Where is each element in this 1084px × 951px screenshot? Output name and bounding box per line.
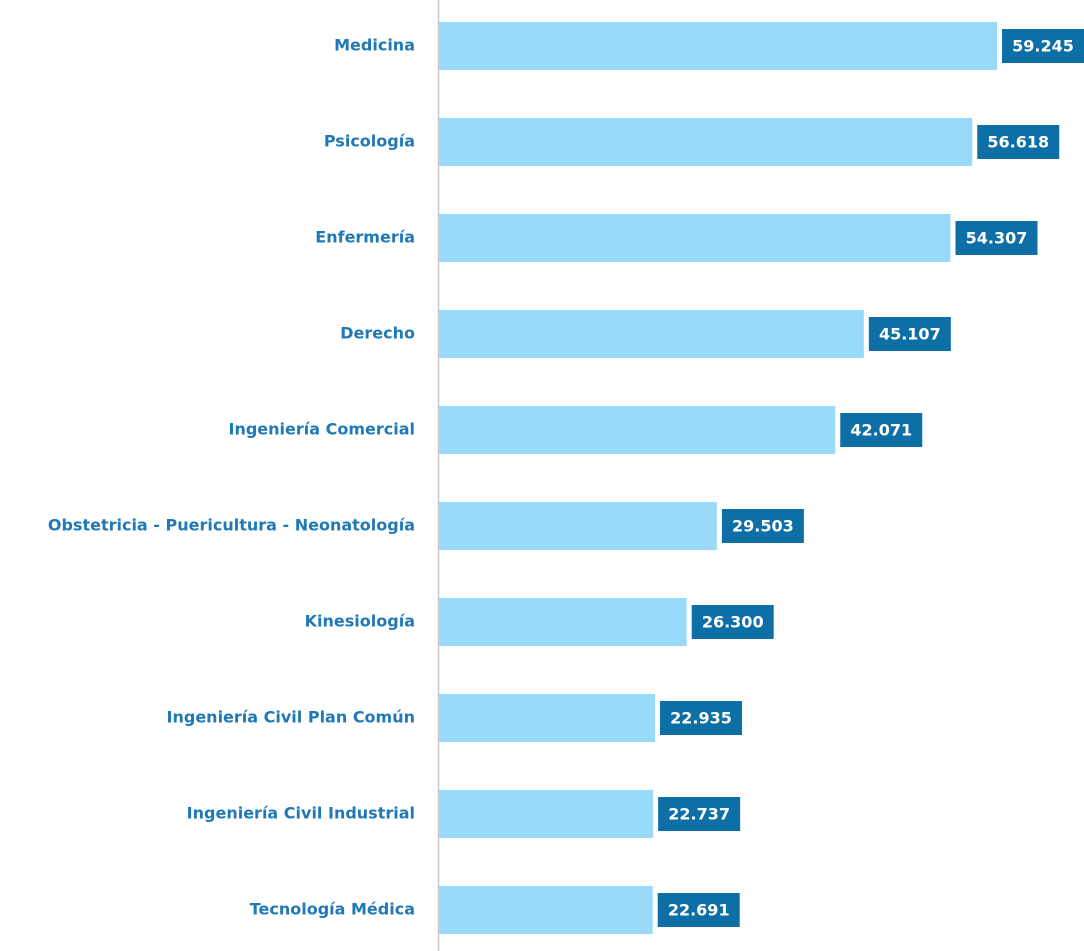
value-label: 59.245 (1012, 37, 1074, 56)
bar (439, 406, 836, 454)
value-label-box (840, 413, 923, 447)
category-label: Kinesiología (305, 612, 415, 631)
value-label-box (868, 317, 951, 351)
value-label-box (660, 701, 743, 735)
value-label-box (1002, 29, 1084, 63)
bar (439, 694, 656, 742)
category-label: Ingeniería Civil Plan Común (167, 708, 415, 727)
category-label: Medicina (334, 36, 415, 55)
bar (439, 598, 687, 646)
value-label-box (955, 221, 1038, 255)
value-label: 22.691 (668, 901, 730, 920)
bar (439, 22, 997, 70)
bar (439, 502, 717, 550)
category-label: Tecnología Médica (250, 900, 415, 919)
value-label: 22.737 (668, 805, 730, 824)
bar (439, 214, 951, 262)
value-label: 22.935 (670, 709, 732, 728)
value-label-box (658, 797, 741, 831)
category-label: Psicología (324, 132, 415, 151)
value-label: 42.071 (850, 421, 912, 440)
category-label: Obstetricia - Puericultura - Neonatologí… (48, 516, 415, 535)
category-label: Ingeniería Civil Industrial (187, 804, 415, 823)
category-label: Ingeniería Comercial (228, 420, 415, 439)
value-label: 56.618 (987, 133, 1049, 152)
value-label: 29.503 (732, 517, 794, 536)
value-label: 26.300 (702, 613, 764, 632)
bar (439, 886, 653, 934)
value-label-box (977, 125, 1060, 159)
bar (439, 790, 654, 838)
category-label: Enfermería (315, 228, 415, 247)
value-label: 45.107 (879, 325, 941, 344)
category-label: Derecho (340, 324, 415, 343)
value-label-box (721, 509, 804, 543)
bar (439, 118, 973, 166)
value-label-box (657, 893, 740, 927)
bar (439, 310, 864, 358)
value-label-box (691, 605, 774, 639)
value-label: 54.307 (966, 229, 1028, 248)
